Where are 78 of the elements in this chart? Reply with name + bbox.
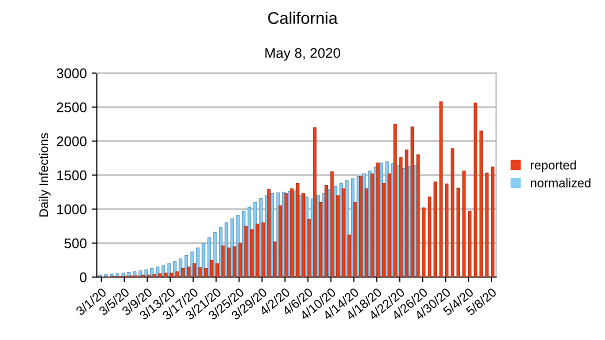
bar — [162, 265, 166, 278]
bar — [164, 272, 168, 278]
bar — [468, 210, 472, 278]
bar — [267, 189, 271, 278]
bar — [261, 222, 265, 278]
bar — [296, 182, 300, 278]
bar — [270, 193, 274, 278]
bar — [146, 274, 150, 278]
bar — [364, 188, 368, 278]
bar — [416, 154, 420, 278]
bar — [474, 102, 478, 278]
bar — [399, 157, 403, 278]
bar — [456, 188, 460, 278]
bar — [428, 196, 432, 278]
y-tick-label: 2000 — [56, 136, 87, 146]
bar — [198, 267, 202, 278]
bar — [302, 193, 306, 278]
bar — [336, 195, 340, 278]
bar — [485, 172, 489, 278]
bar — [173, 261, 177, 278]
bar — [175, 271, 179, 278]
bar — [121, 272, 125, 278]
bar — [238, 242, 242, 278]
bar — [422, 207, 426, 278]
bar — [272, 241, 276, 278]
legend-label: reported — [530, 160, 576, 172]
bar — [152, 274, 156, 278]
legend-label: normalized — [530, 178, 590, 188]
bar — [196, 248, 200, 278]
bar — [462, 170, 466, 278]
chart-subtitle: May 8, 2020 — [265, 48, 340, 61]
bar — [181, 268, 185, 278]
bar — [439, 101, 443, 278]
bar — [290, 188, 294, 278]
bar — [227, 248, 230, 278]
y-tick-label: 3000 — [56, 68, 87, 78]
bar — [324, 185, 328, 278]
y-tick-label: 0 — [80, 272, 87, 282]
bar — [140, 274, 144, 278]
bar — [313, 127, 317, 278]
bar — [479, 130, 483, 278]
bar — [244, 226, 248, 278]
bar — [404, 150, 408, 278]
bar — [490, 166, 494, 278]
bar — [221, 246, 225, 278]
bar — [434, 182, 437, 278]
bar — [232, 246, 236, 278]
bar — [158, 273, 162, 278]
bar — [210, 260, 214, 278]
bar — [204, 268, 208, 278]
y-tick-label: 1000 — [57, 204, 87, 214]
y-tick-label: 1500 — [57, 170, 87, 180]
bar — [186, 266, 190, 278]
bar — [98, 274, 102, 278]
bar — [170, 272, 174, 278]
bar — [370, 173, 374, 278]
bar — [393, 124, 397, 278]
bar — [250, 229, 254, 278]
bar — [353, 202, 357, 278]
bar — [388, 173, 392, 278]
y-tick-label: 500 — [64, 238, 87, 248]
bar — [278, 205, 282, 278]
bar — [445, 184, 448, 278]
y-tick-label: 2500 — [56, 102, 87, 112]
bar — [318, 202, 322, 278]
bar — [192, 263, 196, 278]
y-axis-title: Daily Infections — [38, 133, 51, 216]
bar — [256, 224, 260, 278]
bar — [307, 219, 311, 278]
bar — [330, 171, 334, 278]
bar — [450, 148, 454, 278]
bar — [376, 162, 380, 278]
bar — [348, 234, 351, 278]
chart-title: California — [268, 12, 338, 24]
bar — [216, 263, 219, 278]
bar — [342, 188, 346, 278]
bar — [382, 182, 386, 278]
bar — [410, 126, 414, 278]
